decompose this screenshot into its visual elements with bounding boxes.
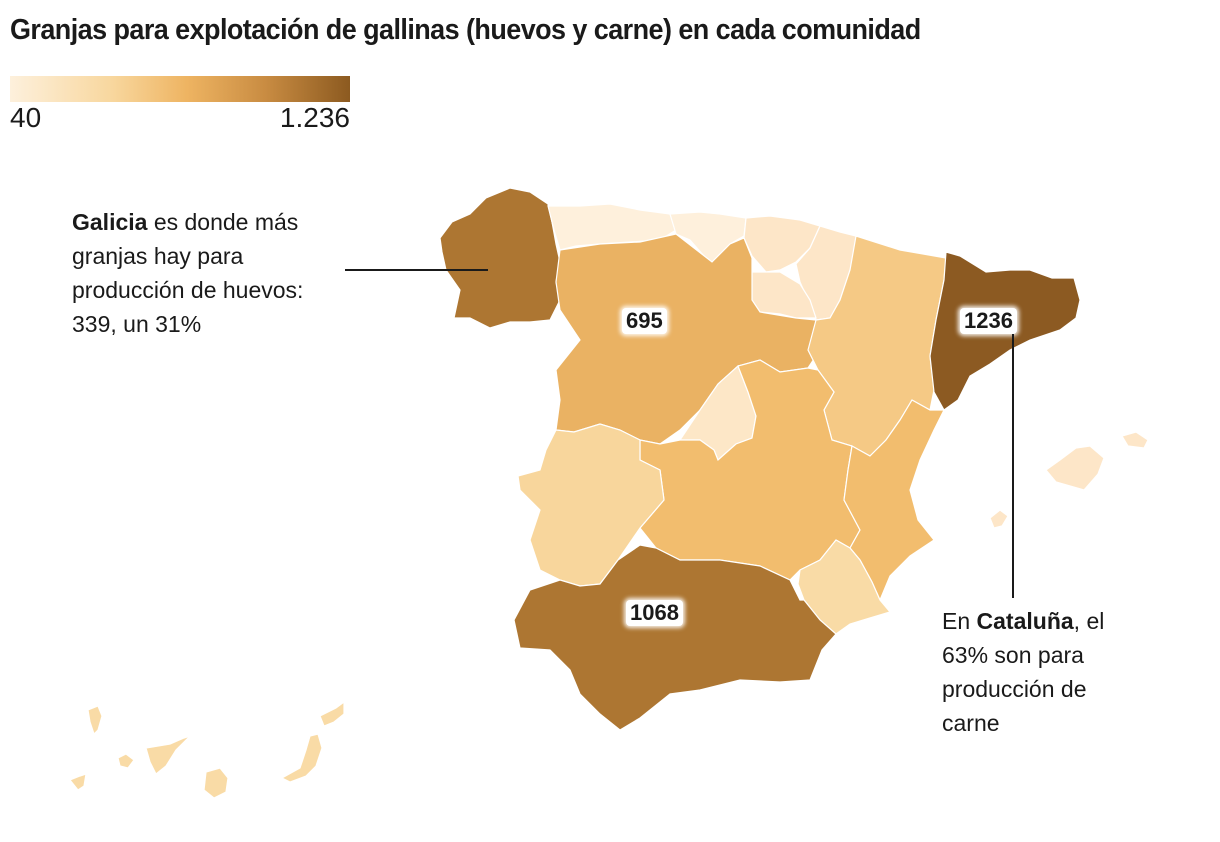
region-canarias-lanzarote[interactable]: [319, 700, 345, 727]
region-comunidad-valenciana[interactable]: [843, 399, 945, 602]
region-baleares-mallorca[interactable]: [1045, 445, 1105, 491]
region-galicia[interactable]: [439, 187, 561, 329]
value-label-andalucia: 1068: [626, 600, 683, 626]
region-canarias-fuerteventura[interactable]: [280, 733, 323, 783]
annotation-cataluna-text: , el 63% son para producción de carne: [942, 608, 1105, 736]
region-canarias-gran-canaria[interactable]: [203, 767, 229, 799]
region-andalucia[interactable]: [513, 544, 837, 731]
cataluna-leader-line: [1012, 334, 1014, 598]
annotation-galicia-text: es donde más granjas hay para producción…: [72, 209, 304, 337]
galicia-leader-line: [345, 269, 488, 271]
color-scale-legend: [10, 76, 350, 102]
annotation-cataluna: En Cataluña, el 63% son para producción …: [942, 604, 1142, 740]
region-canarias-el-hierro[interactable]: [69, 773, 87, 791]
region-canarias-la-palma[interactable]: [87, 705, 103, 736]
annotation-galicia: Galicia es donde más granjas hay para pr…: [72, 205, 352, 341]
value-label-cataluna: 1236: [960, 308, 1017, 334]
legend-max-label: 1.236: [279, 102, 350, 133]
region-canarias-tenerife[interactable]: [145, 735, 191, 775]
region-baleares-ibiza[interactable]: [989, 509, 1009, 529]
page-title: Granjas para explotación de gallinas (hu…: [10, 14, 921, 46]
value-label-castilla-y-leon: 695: [622, 308, 667, 334]
region-canarias-la-gomera[interactable]: [117, 753, 135, 769]
region-baleares-menorca[interactable]: [1121, 431, 1149, 449]
legend-min-label: 40: [10, 102, 42, 133]
annotation-cataluna-prefix: En: [942, 608, 977, 634]
annotation-cataluna-bold: Cataluña: [976, 608, 1074, 634]
annotation-galicia-bold: Galicia: [72, 209, 148, 235]
